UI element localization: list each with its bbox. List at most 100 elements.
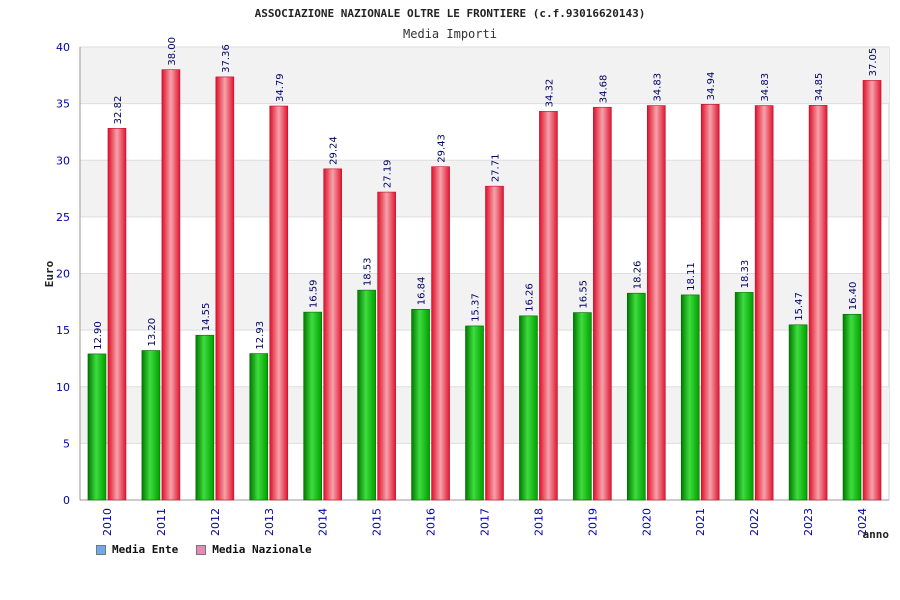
data-label: 34.83 [652, 73, 663, 102]
data-label: 37.36 [221, 44, 232, 73]
x-tick-label: 2012 [209, 508, 222, 536]
data-label: 18.26 [632, 261, 643, 290]
bar-media-ente [465, 325, 484, 501]
data-label: 18.53 [363, 258, 374, 287]
bar-media-nazionale [754, 105, 774, 501]
legend-item-media-ente: Media Ente [96, 543, 178, 556]
bar-media-ente [842, 313, 862, 501]
legend-swatch-ente [96, 544, 106, 555]
y-tick-label: 10 [56, 381, 70, 394]
chart-title: ASSOCIAZIONE NAZIONALE OLTRE LE FRONTIER… [255, 7, 646, 20]
bar-media-ente [249, 353, 269, 501]
y-axis-label: Euro [43, 260, 56, 287]
x-tick-label: 2015 [371, 508, 384, 536]
x-tick-label: 2017 [479, 508, 492, 536]
bar-media-nazionale [323, 168, 343, 501]
data-label: 34.85 [814, 73, 825, 102]
y-tick-label: 5 [63, 437, 70, 450]
bar-media-nazionale [700, 104, 720, 501]
bar-media-ente [141, 350, 161, 501]
bar-media-nazionale [269, 105, 289, 501]
bar-media-nazionale [862, 80, 882, 501]
y-tick-label: 35 [56, 98, 70, 111]
grid-band [80, 386, 889, 444]
data-label: 29.24 [329, 136, 340, 165]
x-tick-label: 2010 [101, 508, 114, 536]
data-label: 34.32 [544, 79, 555, 108]
bar-media-ente [788, 324, 808, 501]
bar-media-ente [626, 292, 646, 501]
data-label: 12.90 [93, 321, 104, 350]
x-tick-label: 2011 [155, 508, 168, 536]
bar-media-nazionale [215, 76, 235, 501]
data-label: 14.55 [201, 303, 212, 332]
data-label: 16.59 [309, 279, 320, 308]
x-tick-label: 2022 [748, 508, 761, 536]
data-label: 15.37 [471, 293, 482, 322]
grid-band [80, 160, 889, 217]
y-tick-label: 15 [56, 324, 70, 337]
data-label: 27.19 [383, 159, 394, 188]
grid-band [80, 47, 889, 104]
bar-media-nazionale [161, 69, 181, 501]
bar-media-nazionale [485, 185, 504, 501]
legend-swatch-nazionale [196, 544, 207, 555]
x-tick-label: 2021 [694, 508, 707, 536]
bar-media-ente [195, 334, 215, 501]
data-label: 38.00 [167, 37, 178, 66]
x-tick-label: 2016 [425, 508, 438, 536]
x-tick-label: 2020 [640, 508, 653, 536]
bar-media-nazionale [593, 106, 612, 501]
data-label: 16.84 [417, 277, 428, 306]
data-labels: 12.90 32.82 13.20 38.00 14.55 37.36 12.93 34.79… [93, 37, 879, 350]
bar-media-ente [519, 315, 538, 501]
legend-item-media-nazionale: Media Nazionale [196, 543, 312, 556]
data-label: 37.05 [868, 48, 879, 77]
data-label: 32.82 [113, 96, 124, 125]
bar-media-ente [303, 311, 323, 501]
bar-media-ente [680, 294, 700, 501]
y-tick-label: 40 [56, 41, 70, 54]
data-label: 29.43 [437, 134, 448, 163]
legend-label-nazionale: Media Nazionale [212, 543, 312, 556]
bar-media-ente [573, 312, 592, 501]
bar-media-ente [87, 353, 107, 501]
data-label: 16.55 [578, 280, 589, 309]
y-tick-label: 20 [56, 268, 70, 281]
bar-media-ente [411, 308, 430, 501]
y-axis-ticks: 0 5 10 15 20 25 30 35 40 [56, 41, 70, 507]
data-label: 18.11 [686, 262, 697, 291]
data-label: 13.20 [147, 318, 158, 347]
grid-lines [79, 46, 889, 501]
grid-band [80, 273, 889, 331]
bar-media-nazionale [377, 191, 396, 501]
data-label: 34.68 [598, 75, 609, 104]
chart-subtitle: Media Importi [403, 27, 497, 41]
x-tick-label: 2023 [802, 508, 815, 536]
bar-media-ente [734, 292, 754, 501]
x-axis-label: anno [863, 528, 890, 541]
bars [87, 69, 882, 501]
data-label: 16.40 [848, 282, 859, 311]
bar-media-nazionale [539, 111, 558, 501]
data-label: 34.94 [706, 72, 717, 101]
data-label: 16.26 [524, 283, 535, 312]
x-tick-label: 2014 [317, 508, 330, 536]
bar-media-ente [357, 289, 376, 501]
x-tick-label: 2013 [263, 508, 276, 536]
x-tick-label: 2024 [856, 508, 869, 536]
legend: Media Ente Media Nazionale [96, 543, 312, 556]
y-tick-label: 0 [63, 494, 70, 507]
x-tick-label: 2018 [532, 508, 545, 536]
data-label: 34.83 [760, 73, 771, 102]
y-tick-label: 25 [56, 211, 70, 224]
data-label: 15.47 [794, 292, 805, 321]
data-label: 12.93 [255, 321, 266, 350]
bar-media-nazionale [646, 105, 666, 501]
x-axis-ticks: 2010 2011 2012 2013 2014 2015 2016 2017 2018 2019… [101, 508, 869, 536]
y-tick-label: 30 [56, 154, 70, 167]
legend-label-ente: Media Ente [112, 543, 179, 556]
data-label: 27.71 [491, 154, 502, 183]
bar-media-nazionale [107, 128, 127, 501]
